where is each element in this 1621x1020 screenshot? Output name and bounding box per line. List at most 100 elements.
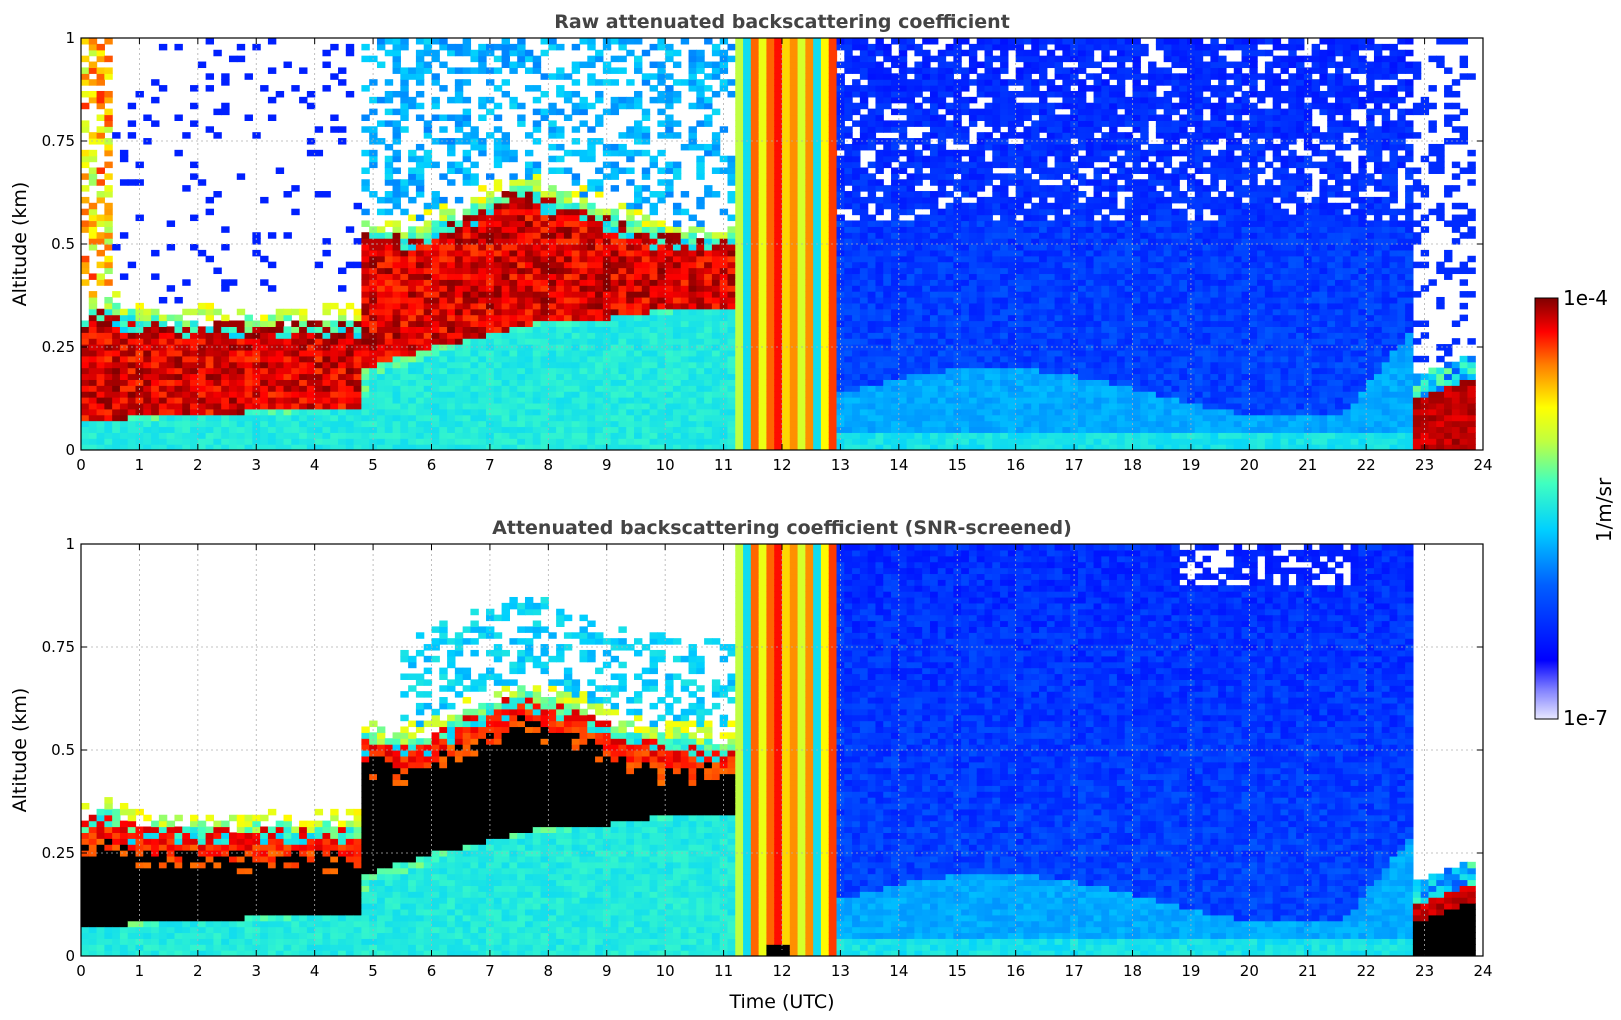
heatmap-cell (322, 61, 331, 69)
heatmap-cell (182, 391, 191, 398)
heatmap-cell (813, 320, 822, 327)
heatmap-cell (275, 338, 285, 345)
heatmap-cell (750, 132, 760, 139)
heatmap-cell (805, 85, 814, 92)
heatmap-cell (415, 432, 425, 439)
heatmap-cell (454, 232, 464, 239)
heatmap-cell (205, 432, 215, 439)
heatmap-cell (408, 320, 417, 327)
heatmap-cell (462, 167, 472, 174)
heatmap-cell (400, 85, 409, 92)
heatmap-cell (704, 149, 713, 157)
heatmap-cell (478, 249, 487, 257)
heatmap-cell (743, 226, 752, 233)
heatmap-cell (797, 285, 806, 292)
heatmap-cell (844, 126, 853, 133)
heatmap-cell (478, 385, 487, 392)
heatmap-cell (836, 138, 845, 145)
heatmap-cell (493, 373, 503, 380)
heatmap-cell (852, 155, 861, 163)
heatmap-cell (509, 420, 518, 428)
heatmap-cell (805, 302, 814, 310)
heatmap-cell (376, 426, 386, 433)
heatmap-cell (571, 214, 581, 222)
heatmap-cell (517, 438, 526, 445)
heatmap-cell (299, 426, 308, 433)
heatmap-cell (447, 314, 456, 322)
heatmap-cell (828, 391, 838, 398)
heatmap-cell (447, 208, 456, 216)
heatmap-cell (750, 43, 760, 51)
heatmap-cell (634, 414, 643, 422)
heatmap-cell (883, 326, 892, 333)
heatmap-cell (680, 79, 690, 86)
heatmap-cell (470, 397, 479, 404)
heatmap-cell (649, 420, 658, 428)
heatmap-cell (415, 261, 425, 269)
heatmap-cell (758, 108, 768, 116)
heatmap-cell (774, 61, 783, 69)
heatmap-cell (758, 261, 768, 269)
heatmap-cell (789, 438, 799, 445)
heatmap-cell (532, 308, 542, 316)
heatmap-cell (805, 361, 814, 369)
heatmap-cell (875, 261, 884, 269)
heatmap-cell (540, 308, 549, 316)
heatmap-cell (493, 161, 503, 169)
heatmap-cell (649, 385, 658, 392)
heatmap-cell (665, 367, 674, 375)
heatmap-cell (493, 261, 503, 269)
heatmap-cell (735, 420, 744, 428)
heatmap-cell (345, 373, 355, 380)
heatmap-cell (439, 261, 448, 269)
heatmap-cell (96, 344, 105, 351)
heatmap-cell (540, 232, 549, 239)
heatmap-cell (283, 385, 292, 392)
heatmap-cell (88, 179, 98, 186)
heatmap-cell (571, 179, 581, 186)
heatmap-cell (415, 90, 425, 98)
heatmap-cell (571, 420, 581, 428)
heatmap-cell (875, 338, 884, 345)
heatmap-cell (782, 296, 791, 304)
heatmap-cell (540, 432, 549, 439)
heatmap-cell (867, 55, 877, 63)
heatmap-cell (415, 155, 425, 163)
heatmap-cell (338, 361, 347, 369)
heatmap-cell (789, 332, 799, 339)
heatmap-cell (766, 191, 775, 198)
heatmap-cell (501, 202, 510, 210)
heatmap-cell (844, 438, 853, 445)
heatmap-cell (571, 432, 581, 439)
heatmap-cell (244, 114, 253, 121)
heatmap-cell (338, 402, 347, 410)
heatmap-cell (602, 438, 612, 445)
heatmap-cell (563, 214, 573, 222)
heatmap-cell (766, 232, 775, 239)
heatmap-cell (875, 79, 884, 86)
heatmap-cell (867, 108, 877, 116)
heatmap-cell (579, 308, 588, 316)
heatmap-cell (462, 432, 472, 439)
heatmap-cell (415, 232, 425, 239)
heatmap-cell (408, 296, 417, 304)
heatmap-cell (766, 285, 775, 292)
heatmap-cell (859, 179, 869, 186)
heatmap-cell (88, 226, 98, 233)
heatmap-cell (618, 379, 627, 386)
heatmap-cell (376, 367, 386, 375)
heatmap-cell (517, 338, 526, 345)
heatmap-cell (813, 402, 822, 410)
heatmap-cell (376, 61, 386, 69)
heatmap-cell (750, 373, 760, 380)
heatmap-cell (696, 173, 705, 180)
heatmap-cell (665, 355, 674, 363)
heatmap-cell (688, 291, 697, 298)
heatmap-cell (540, 108, 549, 116)
heatmap-cell (641, 126, 651, 133)
heatmap-cell (540, 402, 549, 410)
heatmap-cell (852, 108, 861, 116)
heatmap-cell (828, 244, 838, 251)
heatmap-cell (711, 296, 721, 304)
heatmap-cell (867, 79, 877, 86)
